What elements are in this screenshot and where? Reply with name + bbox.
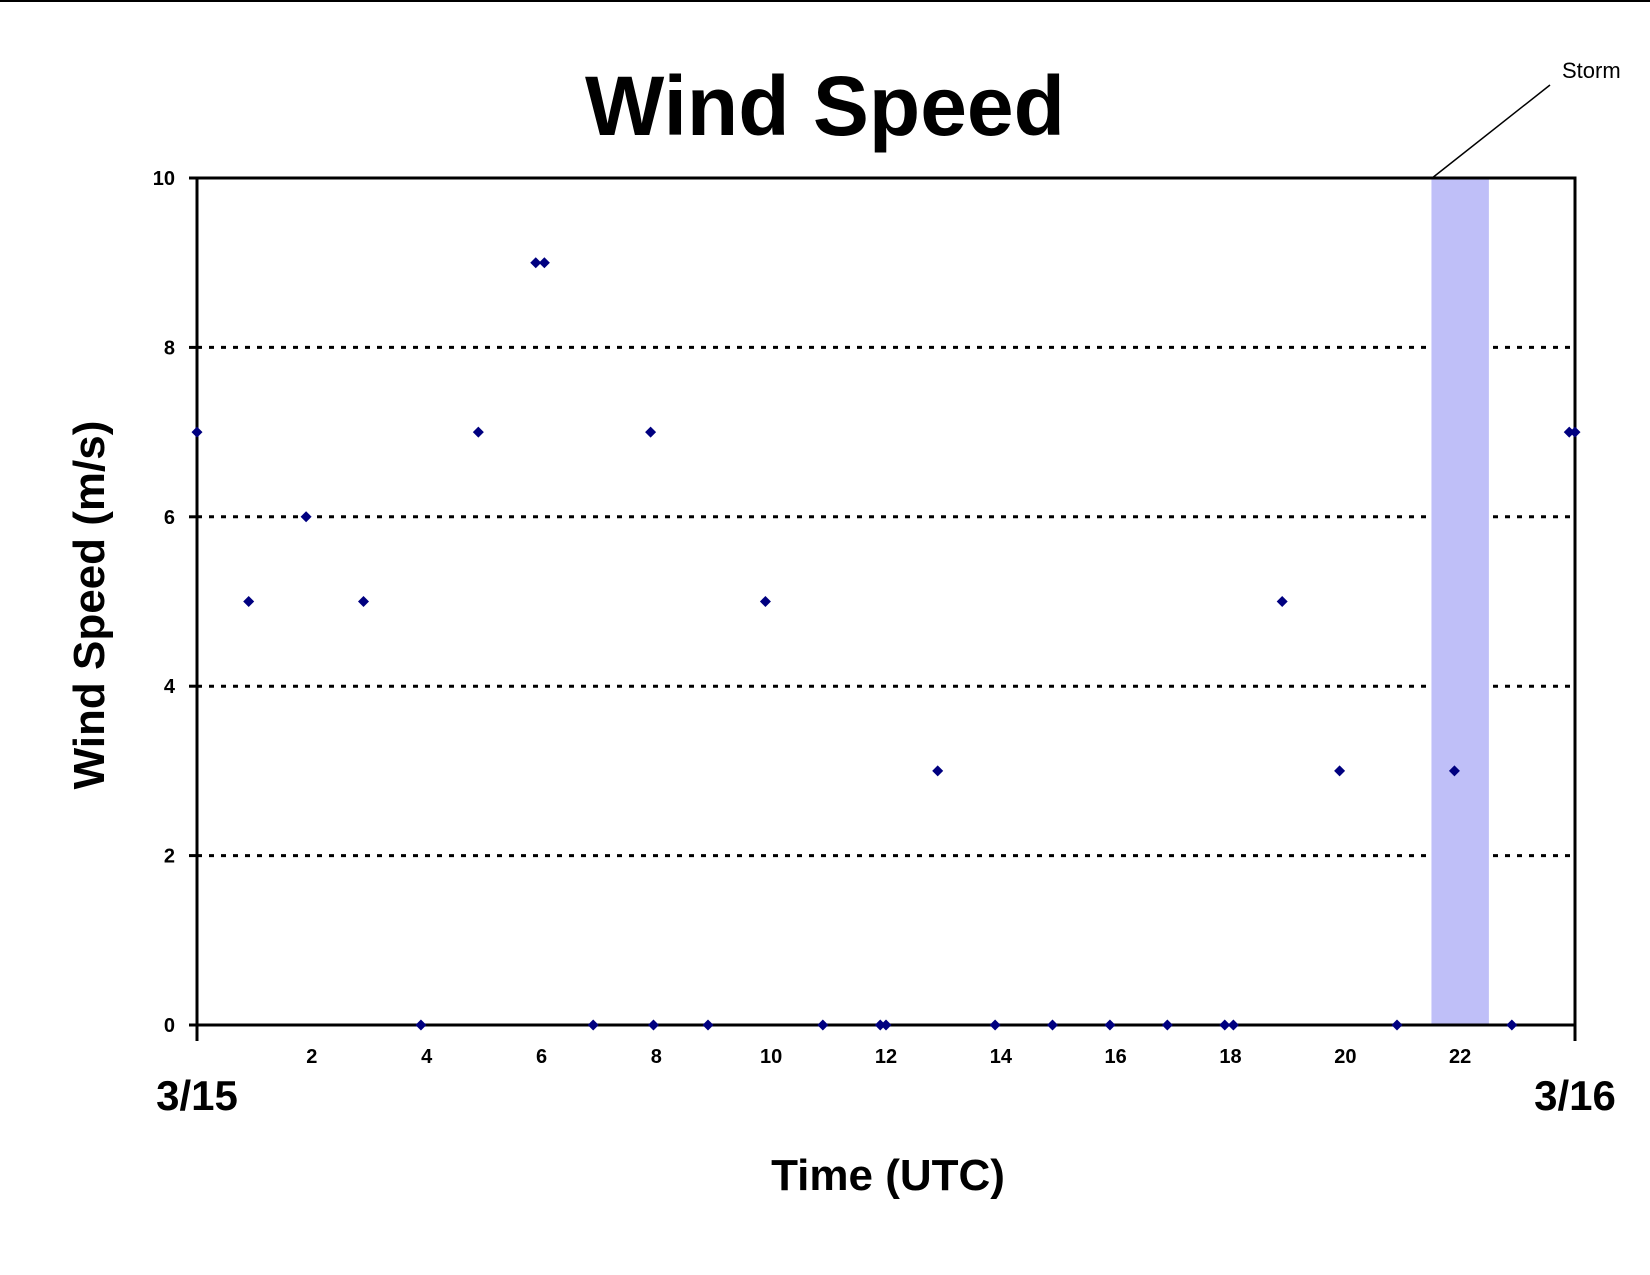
y-tick-label-2: 2: [164, 846, 175, 868]
data-point: [989, 1019, 1001, 1031]
x-tick-label-2: 2: [306, 1046, 317, 1068]
data-point: [300, 511, 312, 523]
data-point: [415, 1019, 427, 1031]
data-point: [530, 257, 542, 269]
data-point: [1334, 765, 1346, 777]
data-point: [1227, 1019, 1239, 1031]
data-point: [1276, 596, 1288, 607]
data-point: [191, 426, 203, 438]
x-tick-label-14: 14: [990, 1046, 1013, 1068]
data-point: [538, 257, 550, 269]
x-tick-label-6: 6: [536, 1046, 547, 1068]
data-point: [1563, 426, 1575, 438]
data-point: [759, 596, 771, 607]
x-axis-ticks: 2 4 6 8 10 12 14 16 18 20 22: [195, 1025, 1577, 1068]
x-start-date-label: 3/15: [156, 1072, 238, 1119]
data-point: [932, 765, 944, 777]
data-point: [645, 426, 657, 438]
y-axis-title: Wind Speed (m/s): [65, 421, 114, 790]
data-point: [1569, 426, 1581, 438]
data-point: [647, 1019, 659, 1031]
storm-annotation-label: Storm: [1562, 58, 1621, 83]
x-tick-label-8: 8: [651, 1046, 662, 1068]
data-point: [880, 1019, 892, 1031]
data-point: [1506, 1019, 1518, 1031]
x-tick-label-22: 22: [1449, 1046, 1471, 1068]
y-tick-label-4: 4: [164, 676, 176, 698]
chart-title: Wind Speed: [585, 59, 1065, 153]
storm-annotation-line: [1431, 84, 1551, 179]
data-point: [874, 1019, 886, 1031]
y-tick-label-6: 6: [164, 507, 175, 529]
y-axis-ticks: 0 2 4 6 8 10: [153, 168, 197, 1037]
data-point: [243, 596, 255, 607]
x-tick-label-4: 4: [421, 1046, 433, 1068]
data-point: [1391, 1019, 1403, 1031]
storm-shaded-region: [1431, 178, 1489, 1025]
plot-area-frame: [195, 176, 1577, 1027]
data-point: [1219, 1019, 1231, 1031]
data-point: [1047, 1019, 1059, 1031]
y-tick-label-8: 8: [164, 337, 175, 359]
data-point: [1161, 1019, 1173, 1031]
x-tick-label-20: 20: [1334, 1046, 1356, 1068]
x-axis-title: Time (UTC): [771, 1151, 1005, 1200]
data-point: [1448, 765, 1460, 777]
x-tick-label-12: 12: [875, 1046, 897, 1068]
data-point: [1104, 1019, 1116, 1031]
gridlines: [197, 345, 1575, 858]
y-tick-label-10: 10: [153, 168, 175, 190]
data-point: [817, 1019, 829, 1031]
data-point: [472, 426, 484, 438]
data-point: [587, 1019, 599, 1031]
x-tick-label-16: 16: [1105, 1046, 1127, 1068]
x-tick-label-10: 10: [760, 1046, 782, 1068]
y-tick-label-0: 0: [164, 1015, 175, 1037]
data-point: [702, 1019, 714, 1031]
x-end-date-label: 3/16: [1534, 1072, 1616, 1119]
data-points: [191, 257, 1581, 1031]
x-tick-label-18: 18: [1219, 1046, 1241, 1068]
data-point: [358, 596, 370, 607]
